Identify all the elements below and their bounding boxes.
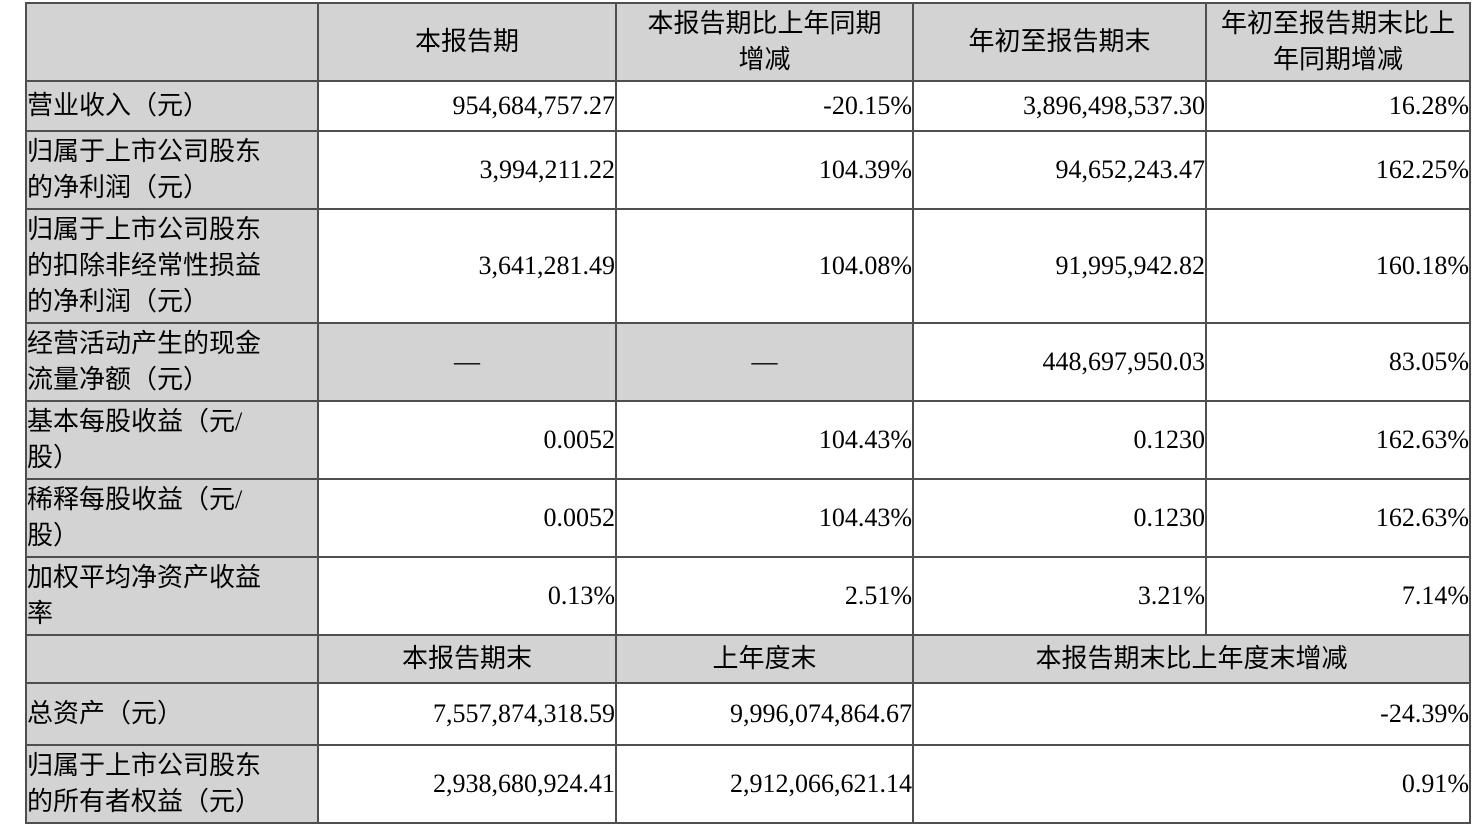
cell-value: 91,995,942.82	[912, 208, 1207, 324]
row-label: 归属于上市公司股东 的扣除非经常性损益 的净利润（元）	[25, 208, 319, 324]
cell-value: 2.51%	[615, 556, 914, 636]
cell-value: 0.0052	[317, 400, 617, 480]
cell-value: 160.18%	[1205, 208, 1471, 324]
cell-value: 3.21%	[912, 556, 1207, 636]
row-revenue: 营业收入（元） 954,684,757.27 -20.15% 3,896,498…	[25, 80, 1471, 132]
row-label: 基本每股收益（元/ 股）	[25, 400, 319, 480]
cell-value: 954,684,757.27	[317, 80, 617, 132]
row-label: 归属于上市公司股东 的净利润（元）	[25, 130, 319, 210]
row-basic-eps: 基本每股收益（元/ 股） 0.0052 104.43% 0.1230 162.6…	[25, 400, 1471, 480]
header-period-end: 本报告期末	[317, 634, 617, 684]
row-label: 归属于上市公司股东 的所有者权益（元）	[25, 744, 319, 824]
cell-value: 104.08%	[615, 208, 914, 324]
cell-value: 104.39%	[615, 130, 914, 210]
cell-na-dash: —	[317, 322, 617, 402]
row-diluted-eps: 稀释每股收益（元/ 股） 0.0052 104.43% 0.1230 162.6…	[25, 478, 1471, 558]
row-label: 稀释每股收益（元/ 股）	[25, 478, 319, 558]
cell-value: -20.15%	[615, 80, 914, 132]
cell-value: 2,912,066,621.14	[615, 744, 914, 824]
corner-cell	[25, 634, 319, 684]
cell-value: 3,896,498,537.30	[912, 80, 1207, 132]
row-equity-attributable-to-shareholders: 归属于上市公司股东 的所有者权益（元） 2,938,680,924.41 2,9…	[25, 744, 1471, 824]
cell-value: 162.63%	[1205, 478, 1471, 558]
cell-na-dash: —	[615, 322, 914, 402]
row-operating-cash-flow: 经营活动产生的现金 流量净额（元） — — 448,697,950.03 83.…	[25, 322, 1471, 402]
cell-value: 94,652,243.47	[912, 130, 1207, 210]
header-ytd-yoy-change: 年初至报告期末比上 年同期增减	[1205, 2, 1471, 82]
row-label: 经营活动产生的现金 流量净额（元）	[25, 322, 319, 402]
row-label: 营业收入（元）	[25, 80, 319, 132]
financial-summary-table: 本报告期 本报告期比上年同期 增减 年初至报告期末 年初至报告期末比上 年同期增…	[25, 2, 1471, 824]
row-net-profit-excl-nonrecurring: 归属于上市公司股东 的扣除非经常性损益 的净利润（元） 3,641,281.49…	[25, 208, 1471, 324]
financial-report-page: 本报告期 本报告期比上年同期 增减 年初至报告期末 年初至报告期末比上 年同期增…	[25, 2, 1471, 824]
cell-value: 2,938,680,924.41	[317, 744, 617, 824]
row-weighted-avg-roe: 加权平均净资产收益 率 0.13% 2.51% 3.21% 7.14%	[25, 556, 1471, 636]
cell-value: 104.43%	[615, 400, 914, 480]
header-change-vs-last-year-end: 本报告期末比上年度末增减	[912, 634, 1471, 684]
cell-value: 162.25%	[1205, 130, 1471, 210]
cell-value: 0.1230	[912, 400, 1207, 480]
cell-value: 0.1230	[912, 478, 1207, 558]
header-last-year-end: 上年度末	[615, 634, 914, 684]
cell-value: 0.13%	[317, 556, 617, 636]
header-yoy-change: 本报告期比上年同期 增减	[615, 2, 914, 82]
cell-value: 162.63%	[1205, 400, 1471, 480]
cell-value: 3,994,211.22	[317, 130, 617, 210]
balance-header-row: 本报告期末 上年度末 本报告期末比上年度末增减	[25, 634, 1471, 684]
row-total-assets: 总资产（元） 7,557,874,318.59 9,996,074,864.67…	[25, 682, 1471, 746]
cell-value: 448,697,950.03	[912, 322, 1207, 402]
cell-value: 104.43%	[615, 478, 914, 558]
cell-value: 83.05%	[1205, 322, 1471, 402]
cell-value: 0.91%	[912, 744, 1471, 824]
cell-value: 7.14%	[1205, 556, 1471, 636]
cell-value: 9,996,074,864.67	[615, 682, 914, 746]
cell-value: 7,557,874,318.59	[317, 682, 617, 746]
header-ytd: 年初至报告期末	[912, 2, 1207, 82]
corner-cell	[25, 2, 319, 82]
cell-value: 3,641,281.49	[317, 208, 617, 324]
cell-value: 16.28%	[1205, 80, 1471, 132]
row-net-profit: 归属于上市公司股东 的净利润（元） 3,994,211.22 104.39% 9…	[25, 130, 1471, 210]
header-current-period: 本报告期	[317, 2, 617, 82]
cell-value: 0.0052	[317, 478, 617, 558]
row-label: 总资产（元）	[25, 682, 319, 746]
period-header-row: 本报告期 本报告期比上年同期 增减 年初至报告期末 年初至报告期末比上 年同期增…	[25, 2, 1471, 82]
cell-value: -24.39%	[912, 682, 1471, 746]
row-label: 加权平均净资产收益 率	[25, 556, 319, 636]
